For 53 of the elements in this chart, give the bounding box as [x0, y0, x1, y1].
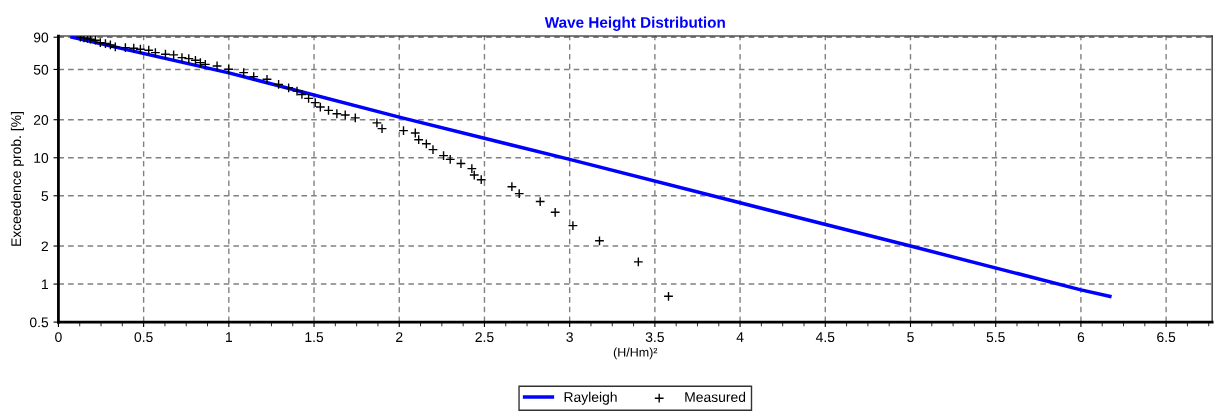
point — [550, 207, 561, 218]
point — [340, 109, 351, 121]
x-tick-label: 1 — [226, 332, 233, 342]
point — [455, 158, 467, 169]
point — [427, 144, 439, 155]
x-tick-label: 1.5 — [305, 332, 324, 343]
x-tick-label: 6.5 — [1157, 332, 1176, 343]
point — [350, 112, 361, 123]
x-tick-label: 3 — [566, 332, 573, 343]
y-tick-label: 90 — [33, 32, 49, 43]
point — [376, 123, 388, 134]
y-tick-label: 10 — [34, 153, 49, 163]
y-tick-label: 5 — [41, 191, 49, 201]
chart-title: Wave Height Distribution — [544, 16, 725, 31]
x-tick-label: 2 — [396, 332, 403, 342]
point — [261, 74, 273, 85]
point — [110, 41, 121, 53]
line-series — [70, 36, 1112, 299]
legend-label: Measured — [685, 391, 746, 403]
x-tick-label: 3.5 — [645, 332, 664, 343]
legend-label: Rayleigh — [564, 391, 617, 405]
x-axis-title: (H/Hm)² — [613, 347, 658, 360]
point — [211, 60, 223, 72]
y-tick-label: 50 — [33, 64, 49, 75]
y-tick-label: 1 — [42, 279, 49, 290]
x-tick-label: 5 — [907, 332, 914, 343]
x-tick-label: 0 — [55, 332, 62, 343]
y-axis-title: Exceedence prob. [%] — [10, 112, 24, 246]
point — [567, 220, 578, 231]
y-tick-label: 20 — [33, 115, 49, 125]
point — [296, 89, 308, 100]
point — [410, 127, 421, 139]
point — [105, 39, 116, 50]
point — [535, 196, 546, 207]
point — [176, 52, 188, 63]
point — [331, 108, 342, 119]
x-tick-label: 6 — [1077, 332, 1085, 343]
point — [469, 169, 480, 181]
point — [594, 235, 605, 246]
x-tick-label: 4.5 — [815, 332, 835, 343]
point — [466, 163, 477, 174]
x-tick-label: 0.5 — [134, 332, 153, 343]
x-tick-label: 2.5 — [475, 332, 494, 343]
point — [291, 86, 303, 97]
y-tick-label: 0.5 — [29, 317, 49, 328]
point — [506, 181, 517, 192]
x-tick-label: 4 — [736, 332, 744, 342]
point — [633, 256, 644, 267]
point — [371, 117, 383, 128]
point — [315, 101, 326, 113]
y-tick-label: 2 — [41, 241, 48, 252]
point — [168, 49, 179, 60]
x-tick-label: 5.5 — [986, 332, 1005, 343]
